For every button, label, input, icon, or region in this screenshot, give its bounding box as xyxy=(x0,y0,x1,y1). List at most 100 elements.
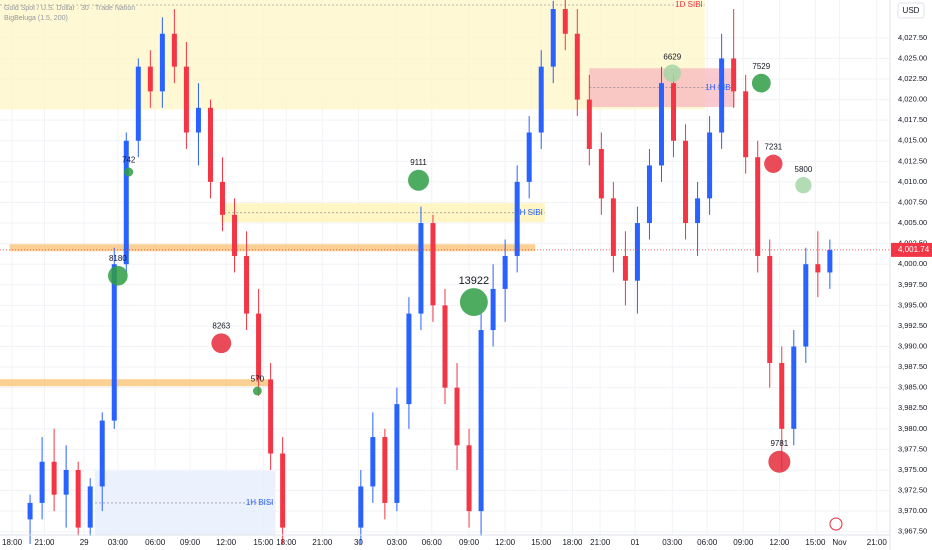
candle-body xyxy=(442,305,448,388)
candle-body xyxy=(586,99,592,149)
plot-area: 1D SIBI 1H SIBI 1H SIBI 1H BISI 9111 13922 752… xyxy=(0,0,890,545)
last-price-label: 4,001.74 xyxy=(898,245,930,254)
currency-button[interactable] xyxy=(897,2,925,19)
candle-body xyxy=(755,157,761,256)
candle-body xyxy=(99,420,105,487)
candle-body xyxy=(418,223,424,314)
candle-body xyxy=(490,288,496,331)
y-tick-label: 3,975.00 xyxy=(898,465,927,474)
y-tick-label: 3,992.50 xyxy=(898,321,927,330)
y-tick-label: 3,970.00 xyxy=(898,506,927,515)
y-tick-label: 4,010.00 xyxy=(898,177,927,186)
candle-body xyxy=(466,445,472,512)
candle-body xyxy=(671,83,677,141)
level-band xyxy=(0,379,269,387)
candle-body xyxy=(562,9,568,34)
x-tick-label: 01 xyxy=(631,538,640,547)
candle-body xyxy=(695,198,701,224)
indicator-title: BigBeluga (1.5, 200) xyxy=(4,15,68,22)
y-tick-label: 4,005.00 xyxy=(898,218,927,227)
y-tick-label: 3,997.50 xyxy=(898,280,927,289)
candle-body xyxy=(75,469,81,528)
y-tick-label: 4,012.50 xyxy=(898,156,927,165)
candle-body xyxy=(268,379,274,454)
candle-body xyxy=(622,255,628,281)
y-tick-label: 3,990.00 xyxy=(898,341,927,350)
volume-bubble xyxy=(124,167,134,177)
candle-body xyxy=(280,453,286,528)
zone-label: 1H SIBI xyxy=(515,208,543,217)
y-tick-label: 3,982.50 xyxy=(898,403,927,412)
volume-bubble xyxy=(764,154,783,173)
x-tick-label: 09:00 xyxy=(459,538,480,547)
candle-body xyxy=(478,330,484,512)
candle-body xyxy=(743,91,749,158)
candle-body xyxy=(815,264,821,273)
event-icon[interactable] xyxy=(829,517,843,531)
volume-bubble xyxy=(795,177,812,194)
zone xyxy=(220,203,545,223)
zone-label: 1H BISI xyxy=(246,498,274,507)
bubble-label: 8180 xyxy=(109,254,127,263)
x-tick-label: 21:00 xyxy=(867,538,888,547)
x-tick-label: 21:00 xyxy=(590,538,611,547)
volume-bubble xyxy=(408,169,430,191)
x-tick-label: 18:00 xyxy=(562,538,583,547)
bubble-label: 6629 xyxy=(663,53,681,62)
x-tick-label: 18:00 xyxy=(276,538,297,547)
candle-body xyxy=(406,313,412,405)
candle-body xyxy=(514,181,520,256)
candle-body xyxy=(220,181,225,215)
candle-body xyxy=(39,461,45,503)
last-price-tag xyxy=(891,242,932,257)
volume-bubble xyxy=(751,73,771,93)
y-tick-label: 4,027.50 xyxy=(898,33,927,42)
y-tick-label: 3,977.50 xyxy=(898,444,927,453)
candle-body xyxy=(538,66,544,133)
bubble-label: 9111 xyxy=(410,158,427,167)
volume-bubble xyxy=(663,64,682,82)
candle-body xyxy=(526,132,532,182)
x-tick-label: 03:00 xyxy=(387,538,408,547)
x-tick-label: 21:00 xyxy=(312,538,333,547)
x-tick-label: 15:00 xyxy=(805,538,826,547)
currency-label[interactable]: USD xyxy=(903,6,920,15)
candle-body xyxy=(731,58,737,92)
y-tick-label: 3,972.50 xyxy=(898,486,927,495)
y-tick-label: 4,007.50 xyxy=(898,197,927,206)
candle-body xyxy=(454,387,460,446)
y-tick-label: 3,980.00 xyxy=(898,424,927,433)
candle-body xyxy=(382,437,388,503)
x-tick-label: 29 xyxy=(80,538,89,547)
x-tick-label: 06:00 xyxy=(697,538,718,547)
x-tick-label: 15:00 xyxy=(531,538,552,547)
y-tick-label: 4,015.00 xyxy=(898,136,927,145)
zone xyxy=(0,0,705,110)
y-tick-label: 3,987.50 xyxy=(898,362,927,371)
zone-label: 1D SIBI xyxy=(675,0,703,9)
x-tick-label: 30 xyxy=(354,538,363,547)
y-tick-label: 4,022.50 xyxy=(898,74,927,83)
bubble-label: 570 xyxy=(251,375,265,384)
candle-body xyxy=(707,132,713,199)
x-tick-label: 06:00 xyxy=(422,538,443,547)
volume-bubble xyxy=(459,288,488,317)
candle-body xyxy=(63,469,69,495)
candle-body xyxy=(183,66,189,133)
zone-label: 1H SIBI xyxy=(705,83,733,92)
y-tick-label: 4,025.00 xyxy=(898,53,927,62)
x-tick-label: 03:00 xyxy=(108,538,129,547)
candle-body xyxy=(358,486,364,528)
y-tick-label: 3,995.00 xyxy=(898,300,927,309)
bubble-label: 8263 xyxy=(212,321,230,330)
x-tick-label: 12:00 xyxy=(495,538,516,547)
y-tick-label: 4,000.00 xyxy=(898,259,927,268)
candle-body xyxy=(430,223,436,306)
candle-body xyxy=(370,437,376,487)
candle-body xyxy=(111,264,117,421)
candle-body xyxy=(767,255,773,363)
candle-body xyxy=(574,33,580,100)
y-tick-label: 3,967.50 xyxy=(898,527,927,536)
